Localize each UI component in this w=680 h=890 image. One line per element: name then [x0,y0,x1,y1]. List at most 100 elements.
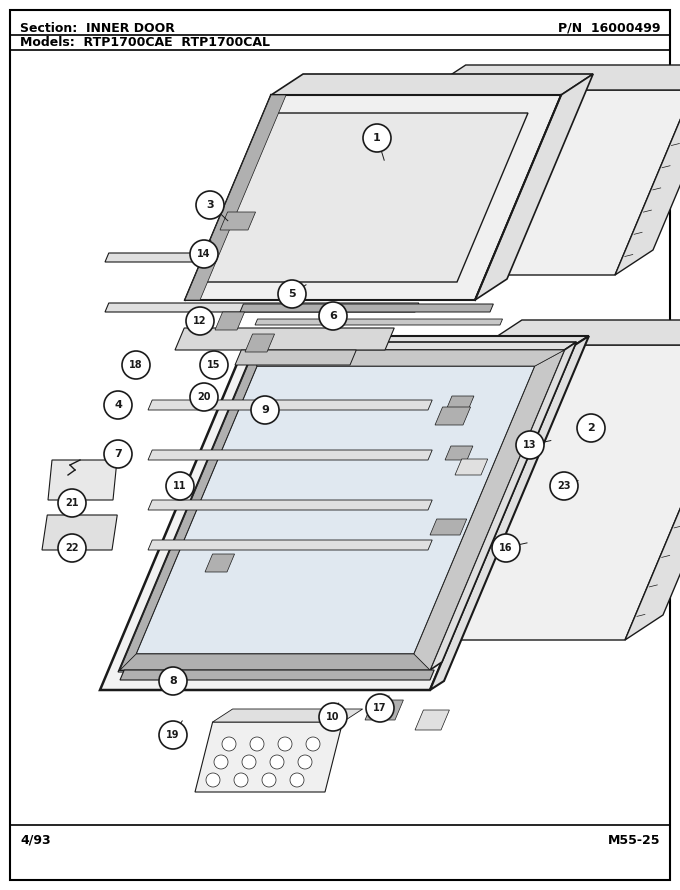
Circle shape [278,280,306,308]
Circle shape [196,191,224,219]
Circle shape [122,351,150,379]
Text: 1: 1 [373,133,381,143]
Circle shape [190,240,218,268]
Circle shape [222,737,236,751]
Text: 12: 12 [193,316,207,326]
Circle shape [319,703,347,731]
Circle shape [104,391,132,419]
Polygon shape [203,113,528,282]
Circle shape [58,534,86,562]
Polygon shape [120,654,430,670]
Text: M55-25: M55-25 [607,834,660,846]
Polygon shape [10,10,670,880]
Circle shape [250,737,264,751]
Polygon shape [245,336,589,345]
Polygon shape [148,400,432,410]
Polygon shape [220,212,256,230]
Polygon shape [435,407,471,425]
Polygon shape [148,540,432,550]
Polygon shape [365,700,403,720]
Text: 13: 13 [523,440,537,450]
Text: 19: 19 [166,730,180,740]
Polygon shape [254,342,577,350]
Polygon shape [235,350,356,365]
Text: P/N  16000499: P/N 16000499 [558,21,660,35]
Polygon shape [118,363,542,672]
Polygon shape [42,515,117,550]
Text: 10: 10 [326,712,340,722]
Circle shape [104,440,132,468]
Circle shape [492,534,520,562]
Polygon shape [175,328,394,350]
Polygon shape [213,709,362,722]
Polygon shape [148,450,432,460]
Text: Section:  INNER DOOR: Section: INNER DOOR [20,21,175,35]
Polygon shape [105,303,419,312]
Polygon shape [120,350,564,670]
Polygon shape [445,446,473,460]
Polygon shape [185,95,561,300]
Polygon shape [148,500,432,510]
Polygon shape [136,366,535,654]
Text: 14: 14 [197,249,211,259]
Text: Models:  RTP1700CAE  RTP1700CAL: Models: RTP1700CAE RTP1700CAL [20,36,270,48]
Circle shape [186,307,214,335]
Polygon shape [120,350,257,670]
Text: 7: 7 [114,449,122,459]
Polygon shape [475,74,593,300]
Text: 16: 16 [499,543,513,553]
Circle shape [366,694,394,722]
Circle shape [200,351,228,379]
Text: 2: 2 [587,423,595,433]
Text: 9: 9 [261,405,269,415]
Polygon shape [455,459,488,475]
Polygon shape [100,345,575,690]
Circle shape [290,773,304,787]
Circle shape [242,755,256,769]
Text: 23: 23 [557,481,571,491]
Circle shape [298,755,312,769]
Circle shape [206,773,220,787]
Polygon shape [205,554,235,572]
Polygon shape [254,350,564,366]
Polygon shape [625,320,680,640]
Polygon shape [271,74,593,95]
Text: 3: 3 [206,200,214,210]
Polygon shape [430,336,589,690]
Circle shape [251,396,279,424]
Circle shape [577,414,605,442]
Circle shape [516,431,544,459]
Circle shape [166,472,194,500]
Polygon shape [120,670,435,680]
Text: 17: 17 [373,703,387,713]
Polygon shape [48,460,117,500]
Polygon shape [430,342,577,670]
Polygon shape [414,350,564,670]
Circle shape [319,302,347,330]
Text: 6: 6 [329,311,337,321]
Text: 4/93: 4/93 [20,834,50,846]
Polygon shape [245,334,275,352]
Polygon shape [484,320,680,345]
Text: 15: 15 [207,360,221,370]
Circle shape [159,667,187,695]
Text: 22: 22 [65,543,79,553]
Text: 5: 5 [288,289,296,299]
Text: 21: 21 [65,498,79,508]
Polygon shape [105,253,449,262]
Circle shape [234,773,248,787]
Text: 4: 4 [114,400,122,410]
Circle shape [550,472,578,500]
Circle shape [270,755,284,769]
Polygon shape [615,65,680,275]
Text: 18: 18 [129,360,143,370]
Circle shape [58,489,86,517]
Polygon shape [185,95,286,300]
Polygon shape [195,722,343,792]
Circle shape [214,755,228,769]
Text: 20: 20 [197,392,211,402]
Circle shape [306,737,320,751]
Circle shape [262,773,276,787]
Circle shape [190,383,218,411]
Polygon shape [446,396,474,410]
